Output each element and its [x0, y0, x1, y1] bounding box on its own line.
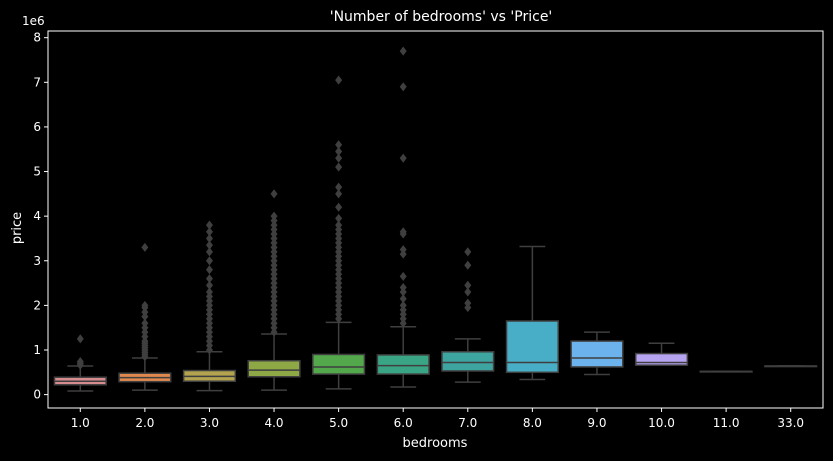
box-1.0 — [53, 334, 107, 392]
y-tick-label: 7 — [33, 75, 41, 89]
box-2.0 — [118, 242, 172, 391]
axes-frame — [47, 30, 824, 409]
x-axis-label: bedrooms — [403, 436, 468, 451]
outlier-point — [205, 227, 213, 237]
box-6.0 — [376, 46, 430, 388]
x-tick-label: 1.0 — [71, 416, 90, 430]
outlier-point — [141, 318, 149, 328]
y-tick-label: 2 — [33, 298, 41, 312]
outlier-point — [335, 146, 343, 157]
iqr-box — [505, 320, 559, 374]
iqr-box — [376, 354, 430, 375]
y-axis-label: price — [10, 212, 25, 244]
outlier-point — [335, 202, 343, 212]
x-tick-label: 11.0 — [713, 416, 740, 430]
x-tick-label: 6.0 — [394, 416, 413, 430]
outlier-point — [205, 280, 213, 290]
outlier-point — [399, 82, 407, 92]
x-tick-label: 3.0 — [200, 416, 219, 430]
outlier-point — [464, 260, 472, 270]
outlier-point — [205, 247, 213, 257]
outlier-point — [335, 220, 343, 230]
box-4.0 — [247, 189, 301, 391]
outlier-point — [399, 245, 407, 255]
plot-axes — [47, 30, 824, 409]
outlier-point — [399, 46, 407, 56]
y-tick-label: 5 — [33, 165, 41, 179]
outlier-point — [205, 274, 213, 284]
box-8.0 — [505, 245, 559, 381]
box-3.0 — [182, 220, 237, 392]
box-5.0 — [312, 75, 366, 390]
iqr-box — [312, 353, 366, 375]
y-tick-label: 4 — [33, 209, 41, 223]
y-tick-label: 3 — [33, 254, 41, 268]
outlier-point — [399, 227, 407, 237]
outlier-point — [335, 162, 343, 172]
iqr-box — [441, 351, 495, 372]
outlier-point — [399, 294, 407, 304]
box-10.0 — [634, 342, 689, 366]
box-series — [53, 46, 818, 392]
outlier-point — [141, 300, 149, 310]
outlier-point — [205, 256, 213, 266]
outlier-point — [205, 233, 213, 244]
outlier-point — [76, 357, 84, 367]
outlier-point — [270, 189, 278, 199]
outlier-point — [335, 189, 343, 199]
x-tick-label: 4.0 — [264, 416, 283, 430]
outlier-point — [141, 242, 149, 252]
iqr-box — [570, 340, 624, 368]
outlier-point — [205, 240, 213, 250]
outlier-point — [399, 300, 407, 310]
iqr-box — [247, 359, 301, 378]
y-axis-multiplier-label: 1e6 — [22, 14, 45, 28]
x-tick-label: 7.0 — [458, 416, 477, 430]
x-tick-label: 5.0 — [329, 416, 348, 430]
y-tick-label: 1 — [33, 343, 41, 357]
x-tick-label: 8.0 — [523, 416, 542, 430]
box-9.0 — [570, 331, 624, 376]
outlier-point — [464, 287, 472, 297]
x-tick-label: 2.0 — [135, 416, 154, 430]
outlier-point — [205, 265, 213, 275]
outlier-point — [399, 153, 407, 163]
y-tick-label: 8 — [33, 31, 41, 45]
box-11.0 — [699, 370, 753, 373]
outlier-point — [335, 182, 343, 192]
x-tick-label: 33.0 — [777, 416, 804, 430]
x-tick-label: 9.0 — [587, 416, 606, 430]
box-7.0 — [441, 247, 495, 383]
outlier-point — [464, 247, 472, 257]
y-axis-ticks: 0 1 2 3 4 5 6 7 8 — [33, 31, 48, 402]
x-axis-ticks: 1.0 2.0 3.0 4.0 5.0 6.0 7.0 8.0 9.0 10.0 11.0 33.0 — [71, 408, 804, 430]
outlier-point — [205, 287, 213, 297]
outlier-point — [270, 211, 278, 221]
y-tick-label: 6 — [33, 120, 41, 134]
box-33.0 — [764, 365, 818, 368]
outlier-point — [335, 153, 343, 163]
outlier-point — [399, 271, 407, 281]
outlier-point — [205, 220, 213, 230]
outlier-point — [76, 334, 84, 344]
outlier-point — [399, 282, 407, 293]
iqr-box — [634, 352, 689, 366]
y-tick-label: 0 — [33, 388, 41, 402]
outlier-point — [464, 298, 472, 308]
outlier-point — [335, 75, 343, 85]
outlier-point — [464, 280, 472, 290]
chart-title: 'Number of bedrooms' vs 'Price' — [330, 9, 553, 25]
outlier-point — [335, 140, 343, 150]
x-tick-label: 10.0 — [648, 416, 675, 430]
outlier-point — [335, 213, 343, 223]
